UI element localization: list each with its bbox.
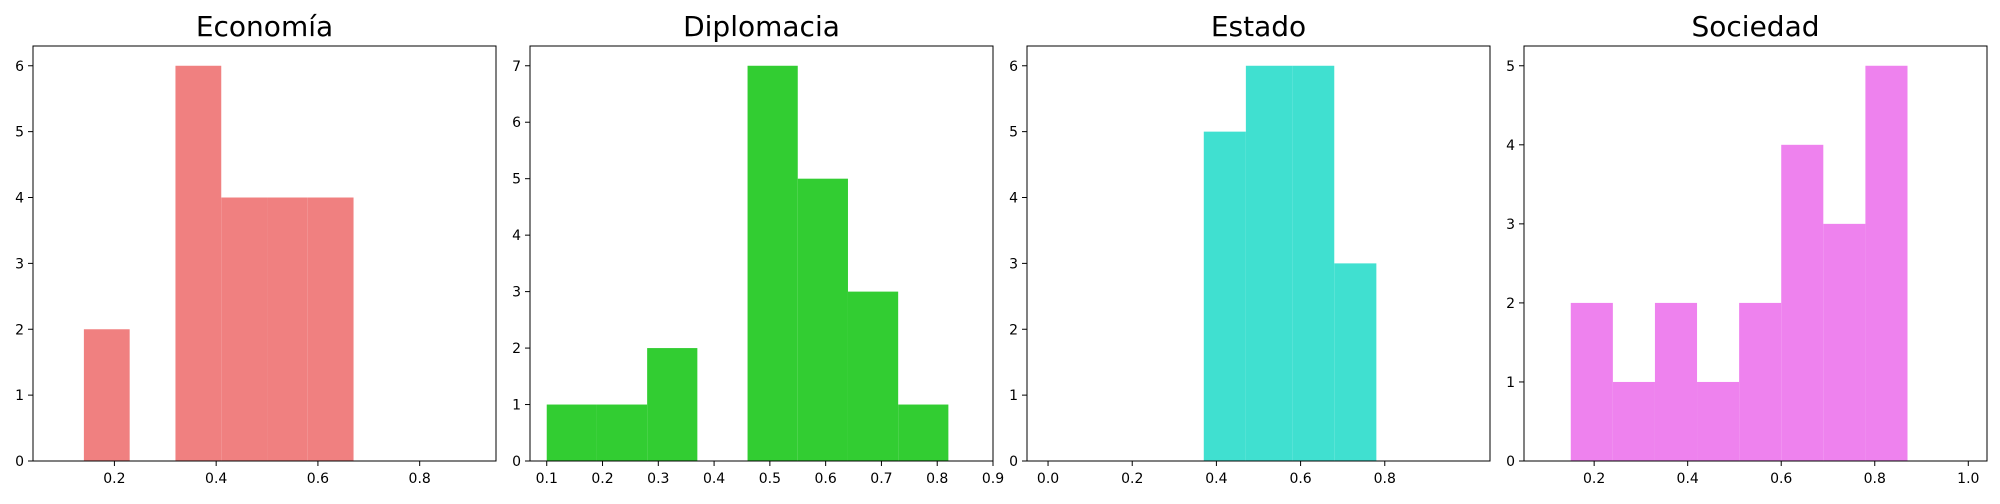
y-tick-label: 5 [512, 172, 521, 188]
x-tick-label: 0.3 [647, 471, 669, 487]
histogram-bar [747, 65, 798, 461]
subplot-2: 0.1 0.2 0.3 0.4 0.5 0.6 0.7 0.8 0.9 0 1 2 3 4 5 6 7 Diplo… [512, 10, 1004, 487]
y-tick-label: 0 [15, 454, 24, 470]
histogram-bar [596, 404, 648, 461]
y-tick-label: 1 [15, 388, 24, 404]
histogram-bar [546, 404, 597, 461]
x-tick-label: 0.6 [815, 471, 837, 487]
histogram-bar [307, 197, 354, 461]
y-tick-label: 4 [512, 228, 521, 244]
subplot-3: 0.0 0.2 0.4 0.6 0.8 0 1 2 3 4 5 6 Estado [1009, 10, 1491, 487]
y-tick-label: 0 [1506, 454, 1515, 470]
x-tick-label: 0.0 [1037, 471, 1059, 487]
y-tick-label: 3 [15, 256, 24, 272]
y-tick-label: 6 [1009, 59, 1018, 75]
histogram-bar [1203, 131, 1246, 461]
y-tick-label: 1 [512, 398, 521, 414]
y-tick-label: 2 [15, 322, 24, 338]
histogram-bar [1823, 223, 1866, 461]
y-tick-label: 5 [15, 125, 24, 141]
y-tick-label: 4 [1506, 138, 1515, 154]
x-tick-label: 0.4 [1677, 471, 1699, 487]
histogram-bar [1245, 65, 1293, 461]
x-tick-label: 0.8 [409, 471, 431, 487]
y-tick-label: 2 [1506, 296, 1515, 312]
x-tick-label: 0.2 [1583, 471, 1605, 487]
y-tick-label: 0 [512, 454, 521, 470]
x-tick-label: 0.5 [759, 471, 781, 487]
histogram-bar [267, 197, 308, 461]
histogram-bar [1292, 65, 1335, 461]
y-tick-label: 3 [1506, 217, 1515, 233]
subplot-1: 0.2 0.4 0.6 0.8 0 1 2 3 4 5 6 Economía [15, 10, 497, 487]
histogram-bar [1865, 65, 1908, 461]
x-tick-label: 0.6 [1289, 471, 1311, 487]
x-tick-label: 0.7 [870, 471, 892, 487]
y-tick-label: 5 [1009, 125, 1018, 141]
y-tick-label: 3 [512, 285, 521, 301]
histogram-bar [221, 197, 268, 461]
x-tick-label: 0.6 [1770, 471, 1792, 487]
x-tick-label: 0.6 [307, 471, 329, 487]
x-tick-label: 0.2 [591, 471, 613, 487]
histogram-bar [1654, 302, 1698, 461]
y-tick-label: 3 [1009, 256, 1018, 272]
y-tick-label: 2 [512, 341, 521, 357]
y-tick-label: 0 [1009, 454, 1018, 470]
x-tick-label: 1.0 [1957, 471, 1979, 487]
axes-frame [529, 45, 994, 462]
histogram-bar [1739, 302, 1782, 461]
x-tick-label: 0.4 [205, 471, 227, 487]
chart-title: Sociedad [1691, 10, 1819, 43]
histogram-bar [1697, 381, 1740, 461]
histogram-bar [1334, 263, 1377, 461]
x-tick-label: 0.9 [982, 471, 1004, 487]
histogram-bar [1612, 381, 1655, 461]
histogram-bar [847, 291, 899, 461]
histogram-bar [1570, 302, 1613, 461]
histogram-bar [647, 348, 698, 461]
chart-title: Economía [196, 10, 333, 43]
x-tick-label: 0.8 [1864, 471, 1886, 487]
y-tick-label: 2 [1009, 322, 1018, 338]
histogram-bar [797, 178, 848, 461]
x-tick-label: 0.2 [103, 471, 125, 487]
x-tick-label: 0.2 [1121, 471, 1143, 487]
x-tick-label: 0.8 [1374, 471, 1396, 487]
x-tick-label: 0.8 [926, 471, 948, 487]
subplot-4: 0.2 0.4 0.6 0.8 1.0 0 1 2 3 4 5 Sociedad [1506, 10, 1988, 487]
axes-frame [1523, 45, 1988, 462]
x-tick-label: 0.1 [536, 471, 558, 487]
histogram-bar [898, 404, 949, 461]
y-tick-label: 6 [512, 115, 521, 131]
x-tick-label: 0.4 [703, 471, 725, 487]
y-tick-label: 7 [512, 59, 521, 75]
histogram-bar [83, 329, 130, 461]
y-tick-label: 6 [15, 59, 24, 75]
histogram-bar [1781, 144, 1824, 462]
y-tick-label: 4 [15, 191, 24, 207]
y-tick-label: 4 [1009, 191, 1018, 207]
axes-frame [1026, 45, 1491, 462]
histogram-bar [175, 65, 222, 461]
y-tick-label: 1 [1506, 375, 1515, 391]
axes-frame [32, 45, 497, 462]
chart-title: Estado [1211, 10, 1306, 43]
y-tick-label: 1 [1009, 388, 1018, 404]
chart-title: Diplomacia [683, 10, 840, 43]
x-tick-label: 0.4 [1205, 471, 1227, 487]
y-tick-label: 5 [1506, 59, 1515, 75]
